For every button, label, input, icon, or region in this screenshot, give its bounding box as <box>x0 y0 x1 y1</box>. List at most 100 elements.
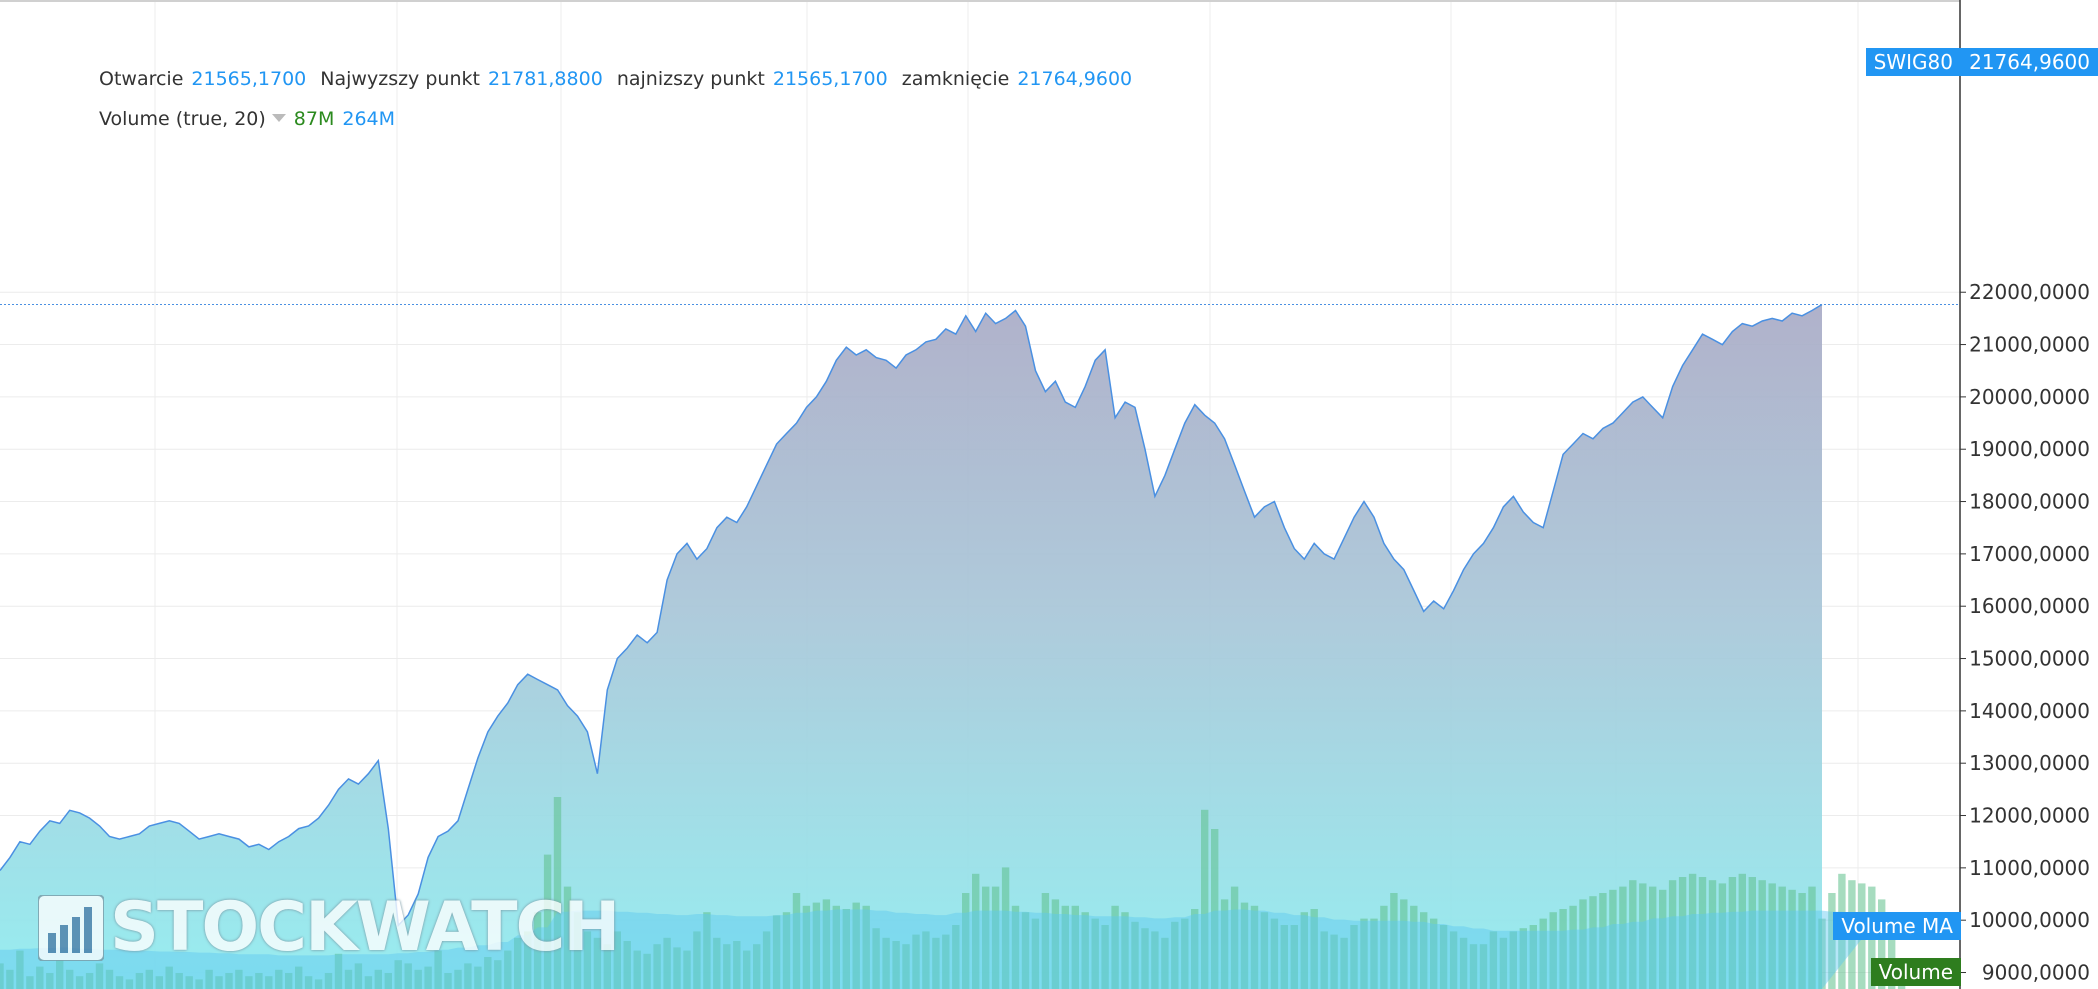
volume-bar <box>1111 905 1119 989</box>
volume-bar <box>832 905 840 989</box>
volume-bar <box>1808 886 1816 989</box>
volume-bar <box>1320 931 1328 989</box>
volume-bar <box>962 893 970 989</box>
volume-bar <box>1748 877 1756 989</box>
volume-bar <box>1380 905 1388 989</box>
volume-bar <box>1678 877 1687 989</box>
logo-text: STOCKWATCH <box>110 888 620 967</box>
volume-bar <box>95 963 104 989</box>
volume-bar <box>1280 925 1288 989</box>
volume-bar <box>1639 883 1647 989</box>
volume-bar <box>822 899 831 989</box>
close-value: 21764,9600 <box>1017 68 1133 90</box>
y-tick-label: 11000,0000 <box>1969 856 2090 880</box>
volume-bar <box>1201 809 1209 989</box>
price-area-layer <box>0 303 1960 989</box>
volume-bar <box>1121 912 1129 989</box>
axis-background <box>1960 0 2098 989</box>
y-tick-label: 13000,0000 <box>1969 751 2090 775</box>
volume-bar <box>1330 934 1338 989</box>
ohlc-legend: Otwarcie 21565,1700 Najwyzszy punkt 21781,… <box>99 68 1140 90</box>
volume-bar <box>1001 867 1010 989</box>
volume-bar <box>464 963 472 989</box>
volume-bar <box>1619 886 1627 989</box>
volume-bar <box>285 973 293 989</box>
volume-bar <box>1479 944 1488 989</box>
volume-bar <box>1250 905 1259 989</box>
volume-bar <box>185 976 193 989</box>
volume-bar <box>1061 905 1069 989</box>
volume-bar <box>1141 928 1149 989</box>
volume-bar <box>1051 899 1060 989</box>
y-tick-label: 15000,0000 <box>1969 647 2090 671</box>
volume-bar <box>414 969 422 989</box>
volume-bar <box>643 953 651 989</box>
volume-bar <box>1878 899 1886 989</box>
volume-bar <box>424 966 432 989</box>
volume-bar <box>1300 912 1308 989</box>
volume-bar <box>115 976 124 989</box>
volume-bar <box>952 925 960 989</box>
price-area <box>0 304 1822 989</box>
volume-bar <box>1041 893 1050 989</box>
volume-bar <box>155 976 163 989</box>
volume-bar <box>195 979 203 989</box>
last-price-badge: 21764,9600 <box>1961 48 2098 76</box>
volume-bar <box>912 934 920 989</box>
volume-bar <box>1370 918 1378 989</box>
volume-bar <box>892 941 900 989</box>
volume-bar <box>1031 918 1040 989</box>
volume-ma-badge: Volume MA <box>1833 912 1961 940</box>
volume-bar <box>324 973 333 989</box>
volume-bar <box>105 969 114 989</box>
volume-value: 87M <box>293 108 335 130</box>
volume-bar <box>1011 905 1020 989</box>
volume-bar <box>434 950 442 989</box>
volume-bar <box>404 963 412 989</box>
volume-bar <box>842 909 850 989</box>
volume-bar <box>1181 918 1189 989</box>
volume-indicator-label[interactable]: Volume (true, 20) <box>99 108 266 130</box>
y-tick-label: 10000,0000 <box>1969 908 2090 932</box>
volume-bar <box>56 960 64 989</box>
chevron-down-icon[interactable] <box>271 114 286 122</box>
volume-bar <box>633 950 641 989</box>
volume-bar <box>1191 909 1199 989</box>
volume-bar <box>215 976 223 989</box>
volume-bar <box>1161 937 1169 989</box>
volume-bar <box>504 950 512 989</box>
price-line <box>0 303 1823 928</box>
close-label: zamknięcie <box>901 68 1010 90</box>
volume-bar <box>1758 880 1766 989</box>
volume-bar <box>1768 883 1776 989</box>
volume-bar <box>394 960 402 989</box>
volume-bar <box>374 969 382 989</box>
volume-bar <box>1270 918 1279 989</box>
volume-bar <box>613 931 621 989</box>
volume-bar <box>852 902 860 989</box>
volume-bar <box>354 963 363 989</box>
volume-bar <box>245 976 253 989</box>
volume-bar <box>1230 886 1239 989</box>
volume-bar <box>454 969 462 989</box>
volume-bar <box>1529 925 1537 989</box>
high-label: Najwyzszy punkt <box>320 68 480 90</box>
volume-bar <box>1888 918 1896 989</box>
volume-legend[interactable]: Volume (true, 20) 87M 264M <box>99 108 403 130</box>
volume-bar <box>1539 918 1547 989</box>
y-tick-label: 14000,0000 <box>1969 699 2090 723</box>
volume-bar <box>364 976 373 989</box>
volume-bar <box>872 928 880 989</box>
volume-bar <box>175 973 183 989</box>
volume-bar <box>882 937 890 989</box>
volume-bar <box>1519 928 1527 989</box>
volume-bar <box>125 979 134 989</box>
volume-bar <box>1469 944 1478 989</box>
volume-bar <box>1071 905 1079 989</box>
price-axis: 22000,0000 21000,0000 20000,0000 19000,0000… <box>1959 0 2098 989</box>
volume-bar <box>862 905 870 989</box>
volume-bar <box>205 969 213 989</box>
volume-bar <box>753 944 761 989</box>
volume-layer <box>0 797 1906 989</box>
volume-bar <box>444 973 452 989</box>
